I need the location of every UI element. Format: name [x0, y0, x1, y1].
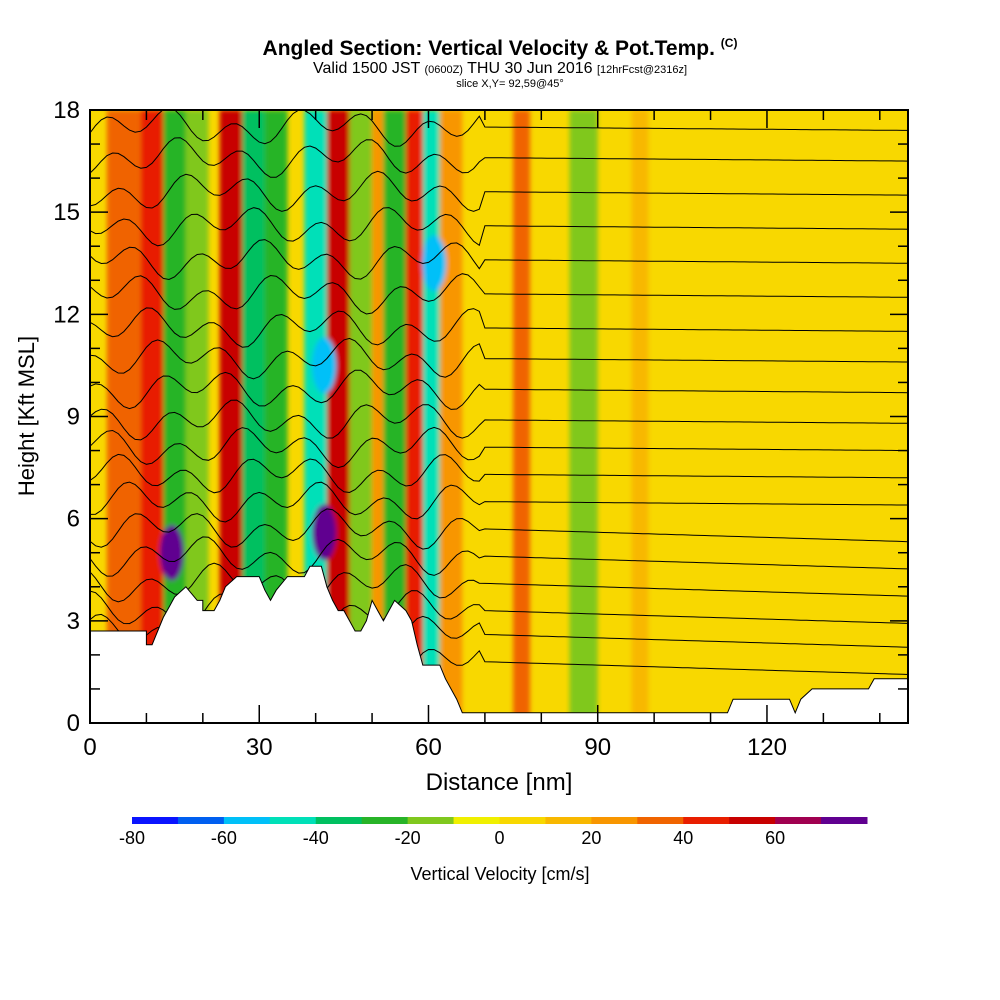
y-tick-label: 12: [53, 301, 80, 328]
theta-contour: [90, 239, 908, 281]
colorbar-bin: [775, 817, 822, 824]
colorbar-bin: [132, 817, 179, 824]
x-tick-label: 60: [415, 734, 442, 761]
theta-contour: [90, 273, 908, 315]
y-axis: 0 3 6 9 12 15 18: [53, 97, 908, 737]
velocity-band: [513, 110, 531, 723]
velocity-band: [242, 110, 265, 723]
theta-contour: [90, 453, 908, 494]
terrain-profile: [90, 565, 908, 723]
colorbar-tick-label: 40: [673, 828, 693, 848]
colorbar-bin: [361, 817, 409, 824]
velocity-core: [312, 504, 337, 561]
y-tick-label: 3: [67, 608, 80, 635]
x-tick-label: 120: [747, 734, 787, 761]
colorbar-bin: [729, 817, 776, 824]
colorbar-bin: [591, 817, 638, 824]
colorbar-tick-label: 60: [765, 828, 785, 848]
theta-contour: [90, 562, 908, 605]
velocity-core: [422, 235, 447, 292]
chart-subtitle: Valid 1500 JST (0600Z) THU 30 Jun 2016 […: [0, 60, 1000, 78]
theta-contour: [90, 307, 908, 348]
colorbar-bin: [177, 817, 225, 824]
velocity-band: [569, 110, 598, 723]
theta-contour: [90, 170, 908, 212]
y-tick-label: 9: [67, 404, 80, 431]
y-axis-label: Height [Kft MSL]: [14, 336, 39, 496]
velocity-band: [405, 110, 423, 723]
colorbar-tick-label: -20: [395, 828, 421, 848]
velocity-band: [264, 110, 288, 723]
valid-time: Valid 1500 JST: [312, 60, 420, 77]
forecast-info: [12hrFcst@2316z]: [596, 64, 688, 76]
colorbar-bin: [821, 817, 868, 824]
colorbar: -80 -60 -40 -20 0 20 40 60: [119, 817, 868, 848]
y-tick-label: 6: [67, 506, 80, 533]
x-tick-label: 0: [83, 734, 96, 761]
velocity-band: [422, 110, 440, 723]
velocity-band: [185, 110, 209, 723]
theta-contour: [90, 508, 908, 550]
velocity-band: [631, 110, 649, 723]
colorbar-bin: [499, 817, 546, 824]
colorbar-tick-label: -80: [119, 828, 145, 848]
chart-title-text: Angled Section: Vertical Velocity & Pot.…: [262, 37, 715, 60]
x-tick-label: 90: [584, 734, 611, 761]
colorbar-bin: [269, 817, 317, 824]
theta-contour: [90, 207, 908, 247]
velocity-band: [372, 110, 384, 723]
colorbar-label: Vertical Velocity [cm/s]: [410, 864, 589, 884]
x-axis: 0 30 60 90 120: [83, 110, 881, 761]
chart-title: Angled Section: Vertical Velocity & Pot.…: [0, 36, 1000, 61]
theta-contour: [90, 369, 908, 410]
colorbar-bin: [315, 817, 363, 824]
colorbar-tick-label: -60: [211, 828, 237, 848]
theta-contour: [90, 137, 908, 178]
velocity-band: [326, 110, 350, 723]
theta-contour: [90, 110, 908, 147]
colorbar-tick-label: 20: [581, 828, 601, 848]
y-tick-label: 18: [53, 97, 80, 124]
colorbar-bin: [407, 817, 455, 824]
colorbar-bin: [453, 817, 500, 824]
terrain: [90, 565, 908, 723]
colorbar-tick-label: 0: [494, 828, 504, 848]
copyright-mark: (C): [720, 36, 738, 50]
x-tick-label: 30: [246, 734, 273, 761]
colorbar-bin: [223, 817, 271, 824]
plot-area: [90, 110, 908, 723]
colorbar-bin: [637, 817, 684, 824]
y-tick-label: 0: [67, 710, 80, 737]
valid-date: THU 30 Jun 2016: [467, 60, 593, 77]
theta-contour: [90, 481, 908, 523]
velocity-band: [383, 110, 406, 723]
colorbar-tick-label: -40: [303, 828, 329, 848]
x-axis-label: Distance [nm]: [426, 769, 573, 796]
velocity-core: [312, 337, 337, 394]
theta-contour: [90, 426, 908, 469]
valid-zulu: (0600Z): [424, 64, 463, 76]
theta-contour: [90, 399, 908, 441]
slice-info: slice X,Y= 92,59@45°: [456, 78, 564, 90]
colorbar-bin: [545, 817, 592, 824]
velocity-band: [439, 110, 463, 723]
potential-temperature-contours: [90, 110, 908, 683]
velocity-core: [159, 524, 184, 581]
velocity-band: [140, 110, 164, 723]
theta-contour: [90, 536, 908, 577]
colorbar-bin: [683, 817, 730, 824]
velocity-band: [349, 110, 373, 723]
y-tick-label: 15: [53, 199, 80, 226]
theta-contour: [90, 337, 908, 380]
